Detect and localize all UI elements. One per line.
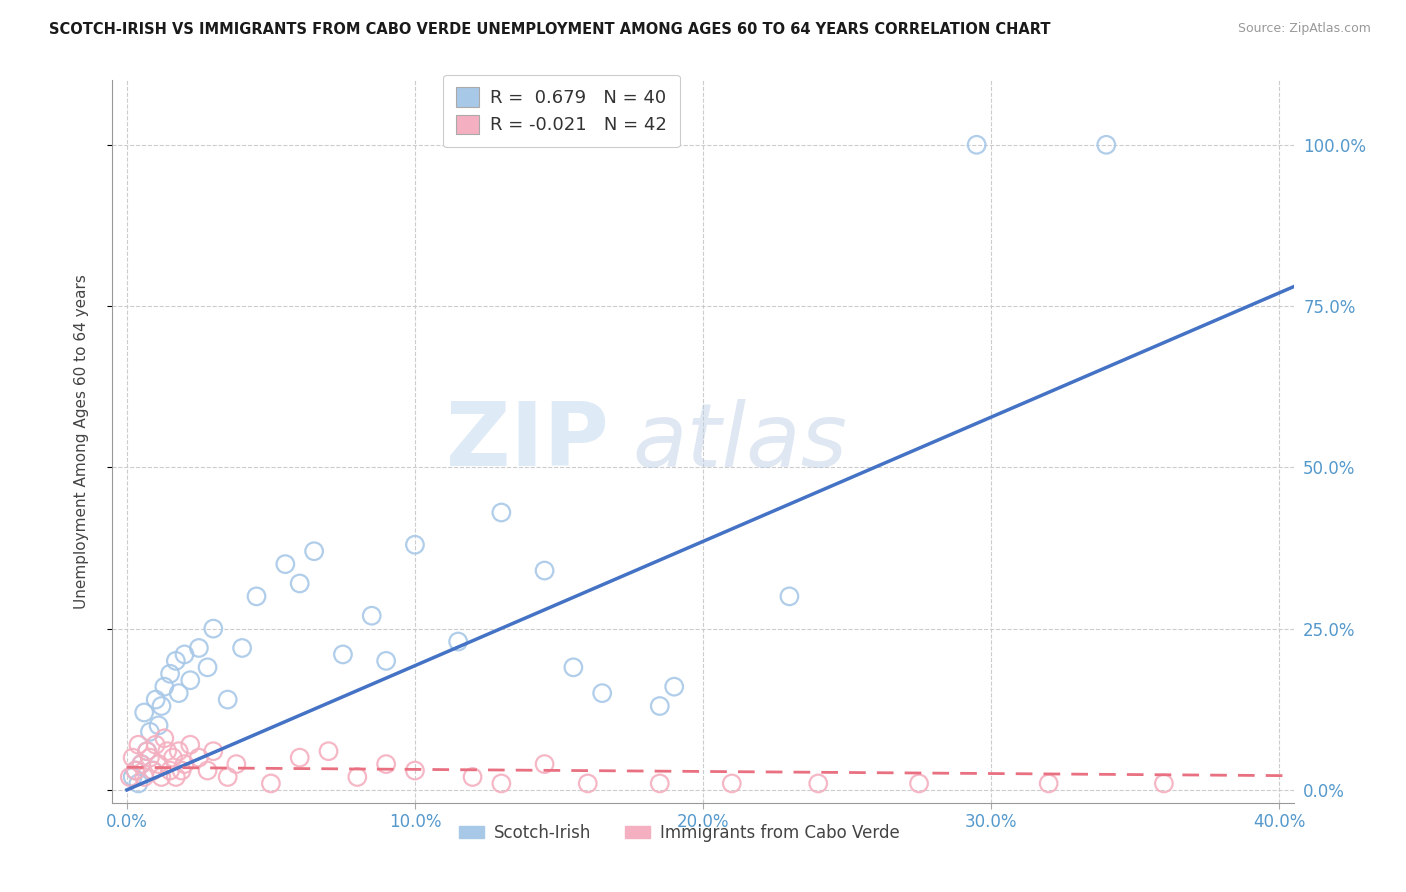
Point [136,744,159,758]
Point [153,680,176,694]
Point [197,764,219,778]
Point [461,770,484,784]
Point [664,680,686,694]
Point [807,776,830,790]
Point [404,538,426,552]
Point [491,776,513,790]
Point [1038,776,1060,790]
Point [148,718,170,732]
Text: ZIP: ZIP [446,398,609,485]
Point [127,776,149,790]
Text: atlas: atlas [633,399,846,484]
Point [187,640,209,655]
Point [1095,137,1118,152]
Text: Source: ZipAtlas.com: Source: ZipAtlas.com [1237,22,1371,36]
Point [288,750,311,764]
Point [274,557,297,571]
Point [491,506,513,520]
Point [217,692,239,706]
Point [197,660,219,674]
Point [139,750,162,764]
Point [576,776,599,790]
Point [245,590,267,604]
Point [225,757,247,772]
Point [129,757,152,772]
Point [142,764,165,778]
Point [648,776,671,790]
Point [533,757,555,772]
Point [202,744,225,758]
Point [533,564,555,578]
Point [187,750,209,764]
Point [778,590,800,604]
Point [404,764,426,778]
Point [360,608,382,623]
Point [966,137,988,152]
Point [260,776,283,790]
Point [167,686,190,700]
Point [142,764,165,778]
Point [150,699,173,714]
Point [121,750,143,764]
Point [720,776,742,790]
Point [332,648,354,662]
Text: SCOTCH-IRISH VS IMMIGRANTS FROM CABO VERDE UNEMPLOYMENT AMONG AGES 60 TO 64 YEAR: SCOTCH-IRISH VS IMMIGRANTS FROM CABO VER… [49,22,1050,37]
Point [129,757,152,772]
Point [231,640,253,655]
Point [162,750,184,764]
Point [145,692,167,706]
Point [145,738,167,752]
Point [1153,776,1175,790]
Legend: Scotch-Irish, Immigrants from Cabo Verde: Scotch-Irish, Immigrants from Cabo Verde [453,817,907,848]
Point [124,764,146,778]
Point [302,544,325,558]
Point [173,648,195,662]
Point [134,770,156,784]
Point [156,744,179,758]
Point [134,706,156,720]
Point [136,744,159,758]
Point [179,673,201,688]
Point [167,744,190,758]
Point [648,699,671,714]
Point [318,744,340,758]
Point [127,738,149,752]
Point [217,770,239,784]
Point [165,770,187,784]
Point [591,686,613,700]
Point [124,764,146,778]
Point [118,770,141,784]
Point [159,666,181,681]
Point [375,757,398,772]
Point [148,757,170,772]
Y-axis label: Unemployment Among Ages 60 to 64 years: Unemployment Among Ages 60 to 64 years [75,274,89,609]
Point [173,757,195,772]
Point [908,776,931,790]
Point [346,770,368,784]
Point [170,764,193,778]
Point [179,738,201,752]
Point [288,576,311,591]
Point [150,770,173,784]
Point [159,764,181,778]
Point [121,770,143,784]
Point [375,654,398,668]
Point [202,622,225,636]
Point [139,724,162,739]
Point [562,660,585,674]
Point [153,731,176,746]
Point [165,654,187,668]
Point [447,634,470,648]
